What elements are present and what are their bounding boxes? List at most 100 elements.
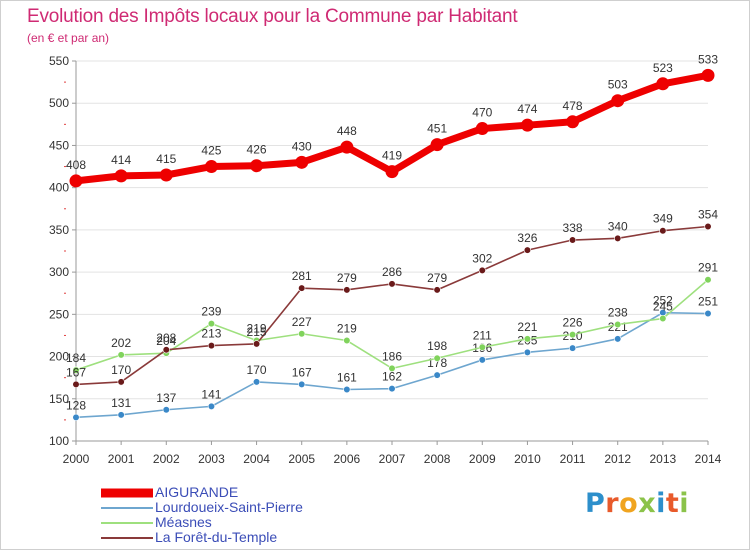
data-point xyxy=(704,276,712,284)
data-point xyxy=(614,234,622,242)
data-point xyxy=(117,411,125,419)
data-label: 419 xyxy=(382,149,402,163)
data-label: 213 xyxy=(201,327,221,341)
data-point xyxy=(523,335,532,343)
x-tick-label: 2010 xyxy=(514,452,541,466)
data-label: 474 xyxy=(517,102,537,116)
data-label: 221 xyxy=(517,320,537,334)
data-label: 448 xyxy=(337,124,357,138)
logo-letter: i xyxy=(656,488,666,519)
data-label: 251 xyxy=(698,294,718,308)
data-point xyxy=(117,378,125,386)
data-point xyxy=(72,380,80,389)
y-tick-label: 350 xyxy=(49,223,69,237)
y-tick-label: 300 xyxy=(49,265,69,279)
y-tick-label: 100 xyxy=(49,434,69,448)
legend-swatch xyxy=(101,506,153,509)
data-point xyxy=(388,364,396,372)
logo-letter: o xyxy=(619,488,639,519)
data-point xyxy=(568,236,577,244)
x-tick-label: 2002 xyxy=(153,452,180,466)
data-point xyxy=(295,155,309,169)
data-label: 141 xyxy=(201,387,221,401)
data-point xyxy=(478,266,486,275)
data-label: 219 xyxy=(247,322,267,336)
logo-letter: P xyxy=(585,488,606,519)
data-point xyxy=(252,340,261,348)
data-label: 204 xyxy=(156,334,176,348)
data-label: 425 xyxy=(201,144,221,158)
data-point xyxy=(385,165,399,179)
x-tick-label: 2000 xyxy=(63,452,90,466)
data-label: 340 xyxy=(608,219,628,233)
data-label: 170 xyxy=(247,363,267,377)
data-label: 408 xyxy=(66,158,86,172)
x-tick-label: 2011 xyxy=(560,452,586,466)
data-point xyxy=(614,320,622,329)
data-label: 302 xyxy=(472,251,492,265)
data-point xyxy=(114,169,128,183)
data-label: 162 xyxy=(382,370,402,384)
data-label: 326 xyxy=(517,231,537,245)
data-point xyxy=(162,346,170,354)
data-point xyxy=(207,402,216,410)
data-label: 533 xyxy=(698,52,718,66)
legend-swatch xyxy=(101,521,153,524)
data-point xyxy=(388,385,396,393)
y-tick-label: 550 xyxy=(49,54,69,68)
data-point xyxy=(72,413,80,421)
data-point xyxy=(433,354,441,362)
chart-subtitle: (en € et par an) xyxy=(27,31,110,45)
x-tick-label: 2014 xyxy=(695,452,722,466)
data-label: 478 xyxy=(563,99,583,113)
data-label: 198 xyxy=(427,339,447,353)
legend-label: Lourdoueix-Saint-Pierre xyxy=(155,499,303,515)
series-measnes: 184 202 204 239 219 227 219 186 198 211 221 226 238 2… xyxy=(66,261,718,374)
data-label: 415 xyxy=(156,152,176,166)
data-label: 131 xyxy=(111,396,131,410)
chart-title: Evolution des Impôts locaux pour la Comm… xyxy=(27,6,518,27)
data-point xyxy=(659,227,667,235)
data-point xyxy=(298,380,306,389)
data-label: 430 xyxy=(292,139,312,153)
data-point xyxy=(117,351,125,359)
x-tick-label: 2012 xyxy=(604,452,631,466)
x-tick-label: 2008 xyxy=(424,452,451,466)
data-label: 167 xyxy=(292,365,312,379)
data-point xyxy=(388,280,396,288)
x-tick-label: 2003 xyxy=(198,452,225,466)
series-la-foret-du-temple: 167 170 208 213 215 281 279 286 279 302 326 338 340 3… xyxy=(66,208,718,389)
data-label: 470 xyxy=(472,106,492,120)
data-label: 286 xyxy=(382,265,402,279)
data-label: 167 xyxy=(66,365,86,379)
x-tick-label: 2001 xyxy=(108,452,135,466)
data-label: 208 xyxy=(156,331,176,345)
data-point xyxy=(478,343,486,351)
data-label: 219 xyxy=(337,322,357,336)
data-point xyxy=(204,160,218,174)
data-point xyxy=(343,385,351,394)
y-tick-label: 500 xyxy=(49,96,69,110)
data-point xyxy=(69,174,83,188)
legend-swatch xyxy=(101,536,153,539)
x-tick-label: 2005 xyxy=(288,452,315,466)
data-label: 211 xyxy=(473,328,492,342)
data-label: 349 xyxy=(653,212,673,226)
data-label: 215 xyxy=(247,325,267,339)
logo-letter: x xyxy=(638,488,657,519)
x-tick-label: 2007 xyxy=(379,452,406,466)
data-label: 252 xyxy=(653,294,673,308)
data-point xyxy=(430,138,444,152)
data-point xyxy=(659,314,667,323)
data-point xyxy=(72,366,80,374)
data-label: 170 xyxy=(111,363,131,377)
legend-label: Méasnes xyxy=(155,514,212,530)
legend-label: AIGURANDE xyxy=(155,484,239,500)
data-point xyxy=(701,68,715,82)
x-tick-label: 2004 xyxy=(243,452,270,466)
data-label: 239 xyxy=(201,305,221,319)
data-point xyxy=(568,331,577,339)
data-point xyxy=(433,371,441,379)
data-label: 137 xyxy=(156,391,176,405)
data-point xyxy=(343,286,351,294)
